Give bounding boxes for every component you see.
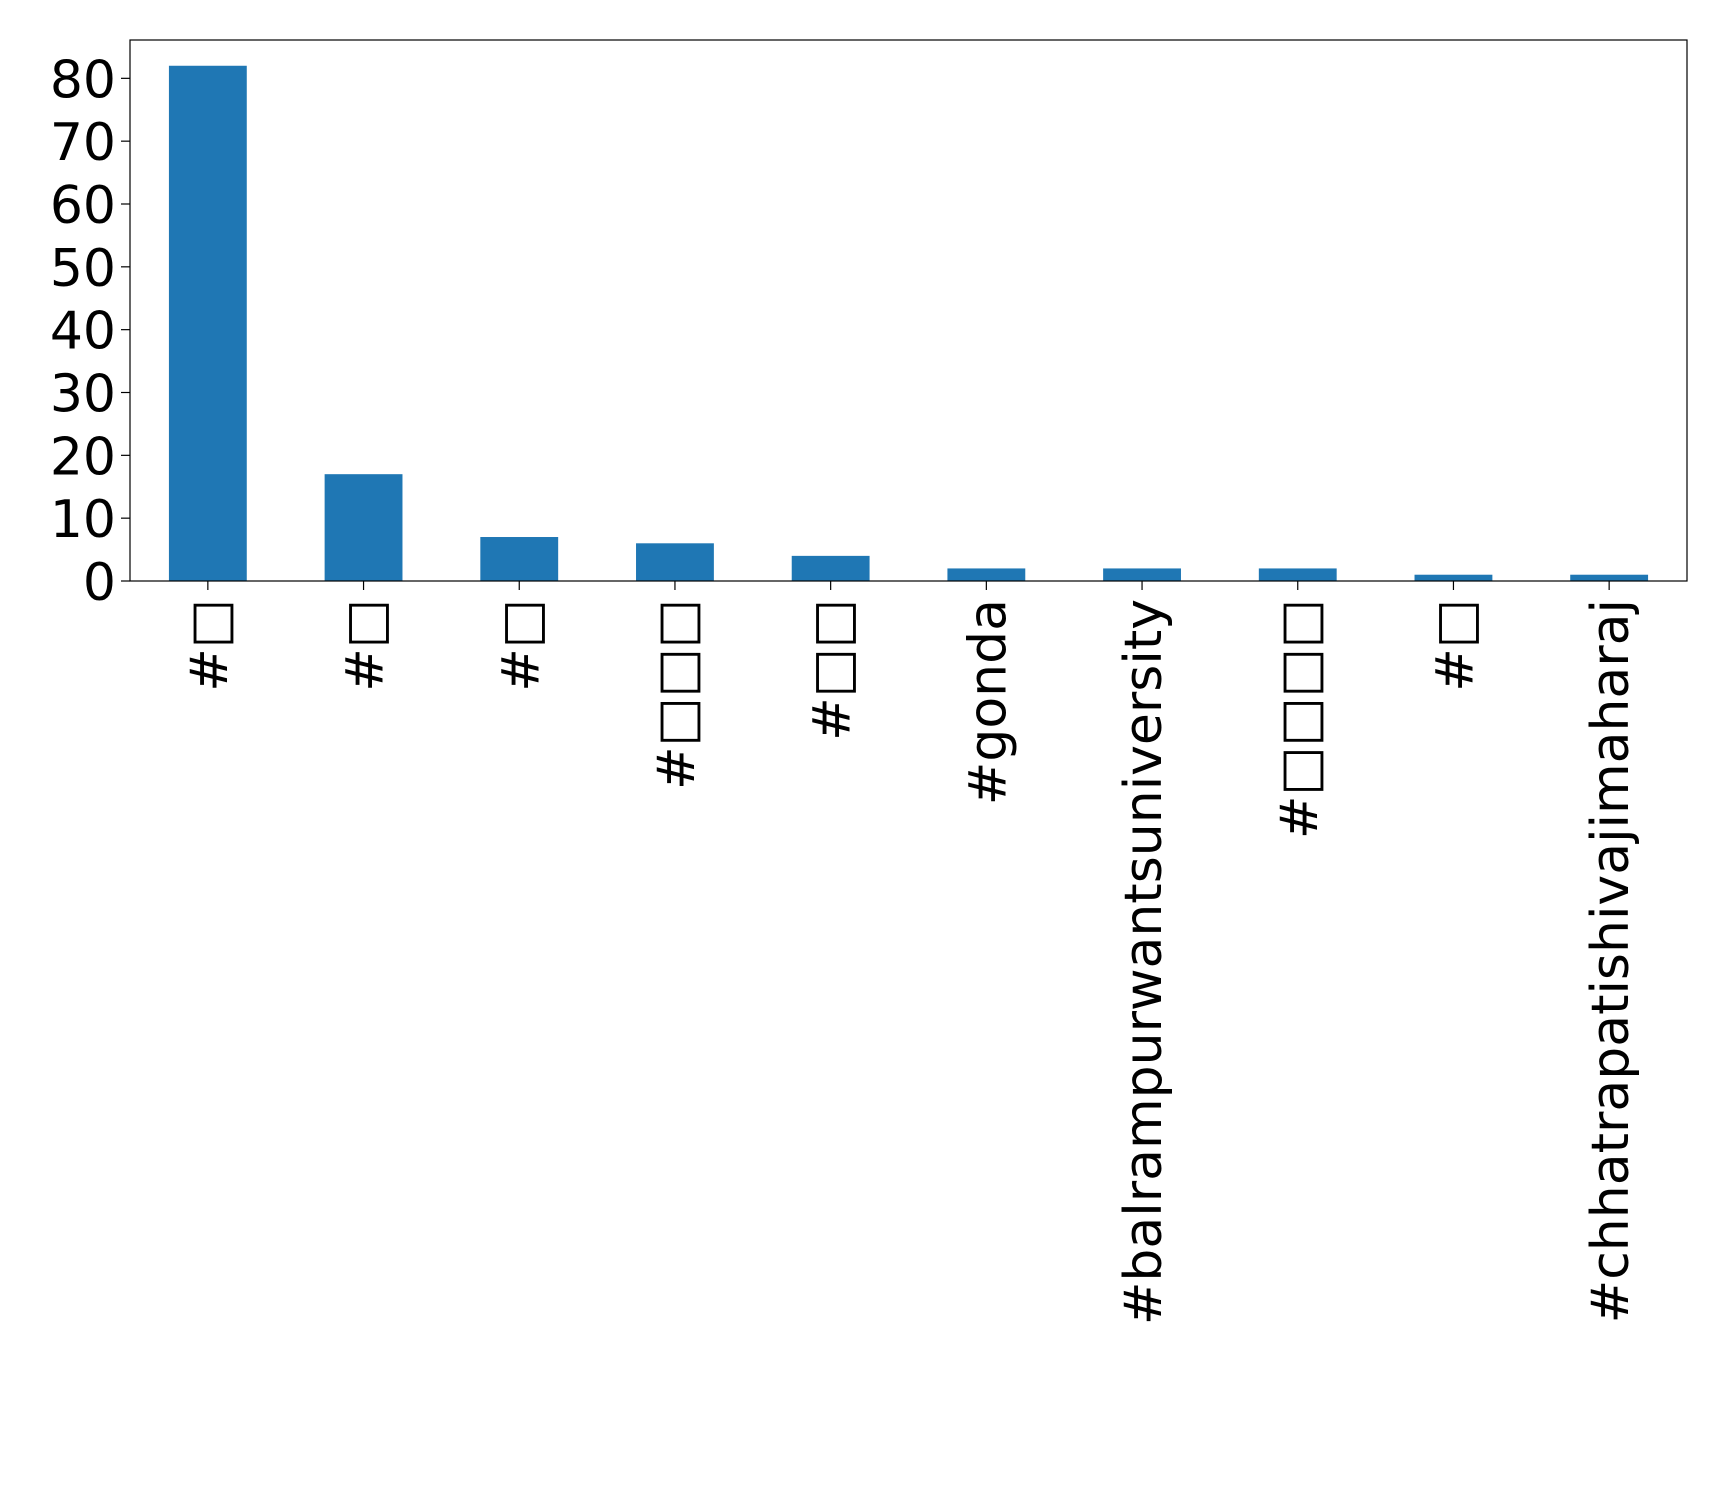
bar	[1103, 568, 1181, 581]
y-tick-label: 80	[50, 50, 116, 110]
bar	[324, 474, 403, 581]
x-tick-label: #□□□	[647, 599, 707, 790]
x-tick-label: #□	[491, 599, 551, 692]
bar	[480, 537, 559, 581]
x-tick-label: #□	[180, 599, 240, 692]
y-tick-label: 60	[50, 176, 116, 236]
y-tick-label: 0	[83, 553, 116, 613]
bar	[1258, 568, 1337, 581]
y-tick-label: 30	[50, 364, 116, 424]
plot-frame	[129, 39, 1688, 582]
y-tick-label: 10	[50, 490, 116, 550]
bar	[947, 568, 1026, 581]
bar	[636, 543, 714, 581]
y-tick-label: 20	[50, 427, 116, 487]
x-tick-label: #□□□□	[1270, 599, 1330, 839]
x-tick-label: #chhatrapatishivajimaharaj	[1581, 599, 1641, 1323]
bar	[791, 555, 870, 581]
y-tick-label: 50	[50, 239, 116, 299]
y-tick-label: 70	[50, 113, 116, 173]
x-tick-label: #□	[1425, 599, 1485, 692]
y-tick-label: 40	[50, 302, 116, 362]
x-tick-label: #gonda	[958, 599, 1018, 805]
x-tick-label: #balrampurwantsuniversity	[1114, 599, 1174, 1325]
x-tick-label: #□□	[803, 599, 863, 741]
bar	[1414, 574, 1493, 581]
x-tick-label: #□	[336, 599, 396, 692]
bar	[1570, 574, 1649, 581]
bar	[168, 65, 247, 581]
